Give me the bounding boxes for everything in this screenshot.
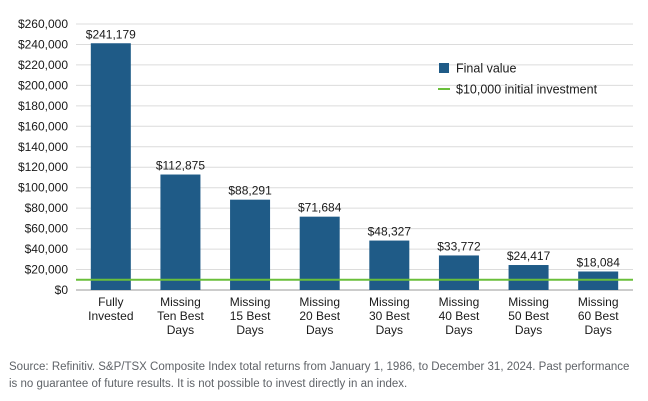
legend-label-final-value: Final value xyxy=(456,62,516,76)
bar xyxy=(160,174,201,290)
x-tick-label-line: Days xyxy=(167,323,194,337)
x-tick-label-line: Missing xyxy=(508,295,549,309)
data-label: $88,291 xyxy=(228,184,272,198)
x-tick-label-line: Missing xyxy=(439,295,480,309)
x-tick-label: Missing 30 Best Days xyxy=(369,295,410,337)
x-tick-label-line: Missing xyxy=(160,295,201,309)
x-tick-label-line: Invested xyxy=(88,309,133,323)
data-label: $241,179 xyxy=(86,27,136,41)
y-tick-label: $80,000 xyxy=(25,201,69,215)
source-note: Source: Refinitiv. S&P/TSX Composite Ind… xyxy=(9,361,630,390)
x-tick-label-line: Days xyxy=(585,323,612,337)
x-tick-label-line: 20 Best xyxy=(299,309,340,323)
x-tick-label-line: Fully xyxy=(98,295,123,309)
y-tick-label: $260,000 xyxy=(18,17,68,31)
y-tick-label: $200,000 xyxy=(18,78,68,92)
x-tick-label-line: Missing xyxy=(230,295,271,309)
x-tick-label-line: 50 Best xyxy=(508,309,549,323)
bar xyxy=(508,265,549,290)
bars: $241,179 $112,875 $88,291 $71,684 $48,327 $33… xyxy=(86,27,620,291)
bar xyxy=(438,255,479,290)
x-tick-label: Fully Invested xyxy=(88,295,133,323)
bar xyxy=(369,240,410,290)
gridlines xyxy=(76,23,633,271)
y-tick-label: $240,000 xyxy=(18,37,68,51)
y-tick-label: $180,000 xyxy=(18,99,68,113)
legend-swatch-final-value xyxy=(439,63,449,73)
y-tick-label: $100,000 xyxy=(18,181,68,195)
y-tick-label: $20,000 xyxy=(25,263,69,277)
y-tick-label: $60,000 xyxy=(25,222,69,236)
data-label: $18,084 xyxy=(576,255,620,269)
bar xyxy=(299,216,340,290)
x-tick-label-line: Ten Best xyxy=(157,309,204,323)
bar-chart: $0 $20,000 $40,000 $60,000 $80,000 $100,000 $1… xyxy=(18,17,633,337)
data-label: $24,417 xyxy=(507,249,551,263)
x-tick-label: Missing 40 Best Days xyxy=(439,295,480,337)
legend: Final value $10,000 initial investment xyxy=(438,62,598,97)
data-label: $112,875 xyxy=(156,159,205,173)
x-tick-label-line: Days xyxy=(515,323,542,337)
bar xyxy=(230,199,271,290)
data-label: $71,684 xyxy=(298,201,342,215)
x-tick-label-line: 60 Best xyxy=(578,309,619,323)
x-tick-label-line: Days xyxy=(236,323,263,337)
y-tick-label: $220,000 xyxy=(18,58,68,72)
y-axis: $0 $20,000 $40,000 $60,000 $80,000 $100,000 $1… xyxy=(18,17,633,297)
x-tick-label-line: Missing xyxy=(578,295,619,309)
x-tick-label: Missing Ten Best Days xyxy=(157,295,204,337)
x-tick-label-line: Days xyxy=(445,323,472,337)
legend-label-initial-investment: $10,000 initial investment xyxy=(456,83,598,97)
x-tick-label: Missing 20 Best Days xyxy=(299,295,340,337)
y-tick-label: $140,000 xyxy=(18,140,68,154)
x-tick-label-line: Days xyxy=(376,323,403,337)
x-tick-label-line: Missing xyxy=(369,295,410,309)
y-tick-label: $160,000 xyxy=(18,119,68,133)
bar xyxy=(90,43,131,291)
x-tick-label-line: 15 Best xyxy=(230,309,271,323)
x-tick-label-line: Missing xyxy=(299,295,340,309)
data-label: $48,327 xyxy=(368,225,412,239)
y-tick-label: $0 xyxy=(55,283,69,297)
x-tick-label: Missing 60 Best Days xyxy=(578,295,619,337)
x-tick-label-line: Days xyxy=(306,323,333,337)
data-label: $33,772 xyxy=(437,239,481,253)
x-tick-label-line: 40 Best xyxy=(439,309,480,323)
y-tick-label: $40,000 xyxy=(25,242,69,256)
x-tick-label-line: 30 Best xyxy=(369,309,410,323)
x-tick-label: Missing 15 Best Days xyxy=(230,295,271,337)
x-tick-label: Missing 50 Best Days xyxy=(508,295,549,337)
y-tick-label: $120,000 xyxy=(18,160,68,174)
